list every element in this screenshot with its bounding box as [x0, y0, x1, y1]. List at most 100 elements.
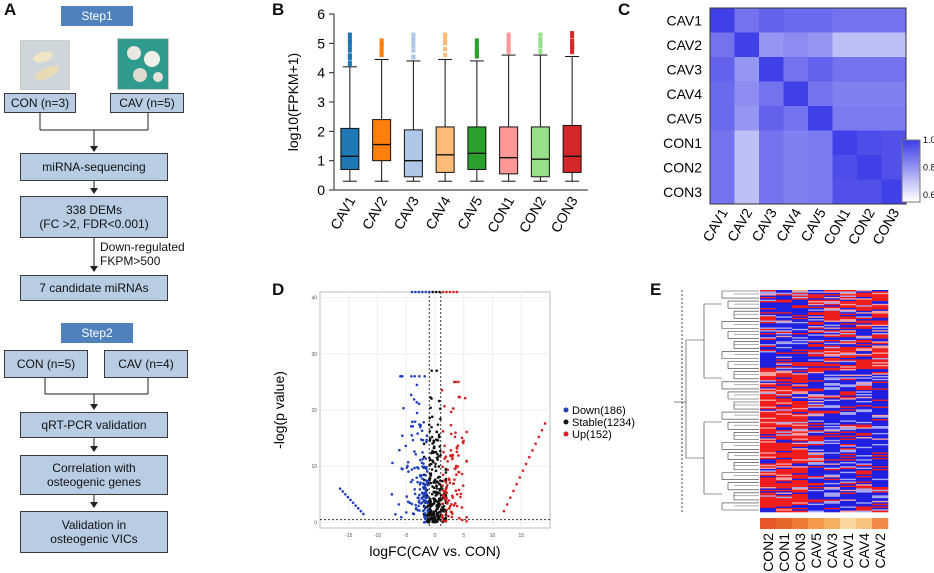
heatmap-cell — [872, 295, 889, 298]
heatmap-cell — [776, 362, 793, 364]
heatmap-cell — [840, 381, 857, 384]
heatmap-cell — [760, 407, 777, 410]
heatmap-cell — [783, 179, 809, 205]
heatmap-cell — [792, 320, 809, 323]
heatmap-cell — [872, 434, 889, 436]
heatmap-cell — [856, 344, 873, 346]
volcano-point — [419, 481, 422, 484]
heatmap-cell — [840, 378, 857, 381]
heatmap-cell — [792, 474, 809, 477]
volcano-point — [436, 520, 439, 523]
heatmap-cell — [840, 402, 857, 405]
volcano-point — [444, 519, 448, 523]
volcano-point — [423, 515, 427, 519]
heatmap-cell — [792, 352, 809, 355]
heatmap-cell — [872, 509, 889, 511]
volcano-point — [427, 423, 431, 427]
y-tick-label: 30 — [311, 352, 317, 358]
heatmap-cell — [856, 367, 873, 370]
mirna-sequencing-box: miRNA-sequencing — [20, 153, 168, 181]
colorbar-segment — [902, 150, 920, 153]
colorbar-segment — [902, 168, 920, 172]
heatmap-cell — [824, 291, 841, 294]
heatmap-cell — [840, 464, 857, 467]
heatmap-cell — [808, 352, 825, 355]
heatmap-cell — [881, 32, 907, 58]
heatmap-cell — [760, 502, 777, 504]
heatmap-cell — [840, 382, 857, 385]
volcano-point — [425, 479, 428, 483]
heatmap-cell — [856, 496, 873, 499]
volcano-point — [436, 423, 440, 426]
volcano-point — [423, 520, 427, 524]
heatmap-cell — [760, 370, 777, 373]
outlier-point — [347, 42, 352, 47]
heatmap-cell — [824, 506, 841, 509]
heatmap-cell — [840, 398, 857, 400]
volcano-point — [450, 510, 453, 514]
heatmap-cell — [872, 301, 889, 303]
heatmap-cell — [824, 419, 841, 421]
heatmap-cell — [792, 484, 809, 486]
heatmap-cell — [840, 292, 857, 295]
heatmap-cell — [776, 463, 793, 466]
volcano-point — [452, 290, 455, 294]
legend-marker — [563, 419, 569, 425]
heatmap-cell — [856, 319, 873, 321]
heatmap-cell — [824, 316, 841, 319]
heatmap-cell — [808, 481, 825, 484]
heatmap-cell — [792, 373, 809, 375]
heatmap-cell — [808, 296, 825, 299]
volcano-point — [442, 504, 446, 508]
heatmap-cell — [840, 389, 857, 392]
heatmap-cell — [760, 303, 777, 306]
heatmap-cell — [808, 341, 825, 344]
heatmap-cell — [808, 413, 825, 416]
volcano-point — [457, 395, 461, 399]
row-label: CAV4 — [666, 86, 702, 102]
heatmap-cell — [776, 319, 793, 321]
box — [467, 126, 487, 170]
heatmap-cell — [792, 417, 809, 420]
heatmap-cell — [840, 330, 857, 332]
heatmap-cell — [840, 485, 857, 488]
heatmap-cell — [776, 505, 793, 507]
heatmap-cell — [856, 331, 873, 334]
heatmap-cell — [856, 352, 873, 355]
heatmap-cell — [776, 439, 793, 442]
heatmap-cell — [856, 373, 873, 375]
heatmap-cell — [840, 346, 857, 349]
heatmap-cell — [808, 290, 825, 292]
heatmap-cell — [808, 459, 825, 461]
heatmap-cell — [840, 441, 857, 443]
heatmap-cell — [856, 294, 873, 296]
volcano-point — [433, 465, 437, 468]
heatmap-cell — [872, 364, 889, 367]
heatmap-cell — [760, 499, 777, 502]
correlation-box: Correlation with osteogenic genes — [20, 455, 168, 495]
heatmap-cell — [840, 493, 857, 496]
volcano-point — [456, 465, 460, 468]
heatmap-cell — [824, 362, 841, 364]
heatmap-cell — [776, 363, 793, 366]
volcano-point — [465, 516, 468, 519]
heatmap-cell — [792, 356, 809, 359]
heatmap-cell — [872, 405, 889, 407]
heatmap-cell — [776, 405, 793, 407]
heatmap-cell — [808, 410, 825, 413]
heatmap-cell — [760, 296, 777, 299]
heatmap-cell — [824, 359, 841, 362]
heatmap-cell — [792, 299, 809, 302]
heatmap-cell — [824, 353, 841, 356]
heatmap-cell — [872, 474, 889, 477]
heatmap-cell — [840, 376, 857, 378]
heatmap-cell — [776, 510, 793, 513]
volcano-point — [406, 460, 410, 464]
con-group-label: CON (n=3) — [10, 96, 70, 110]
heatmap-cell — [856, 456, 873, 459]
outlier-point — [538, 33, 543, 37]
heatmap-cell — [776, 298, 793, 301]
heatmap-cell — [872, 410, 889, 413]
heatmap-cell — [872, 369, 889, 371]
heatmap-cell — [824, 403, 841, 406]
